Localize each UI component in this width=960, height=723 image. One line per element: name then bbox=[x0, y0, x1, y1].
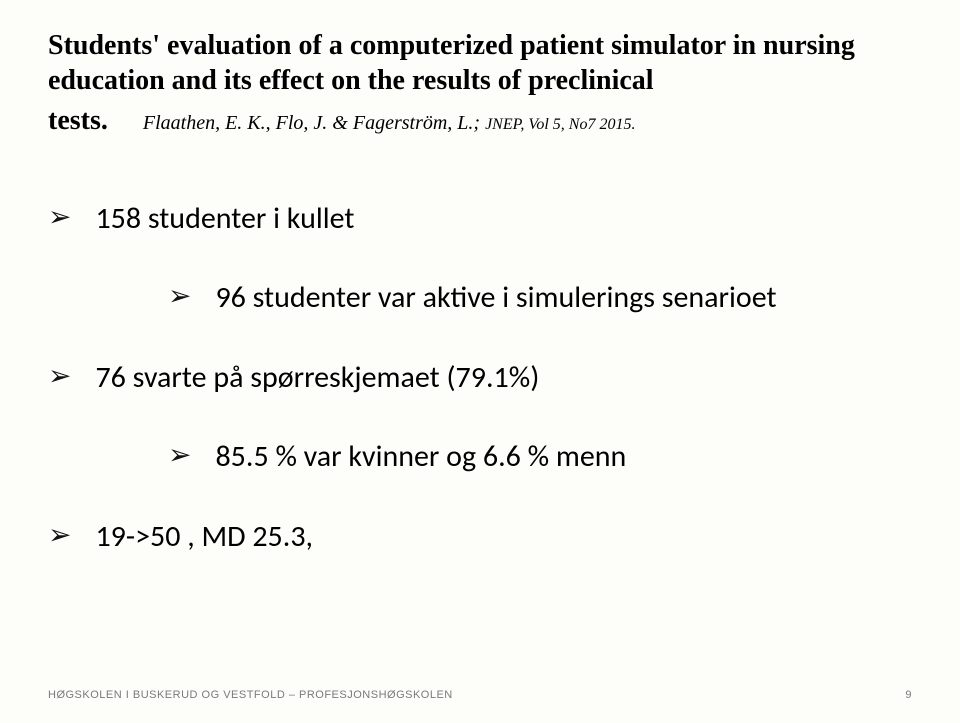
authors-text: Flaathen, E. K., Flo, J. & Fagerström, L… bbox=[143, 112, 480, 134]
slide-authors-line: tests. Flaathen, E. K., Flo, J. & Fagers… bbox=[48, 102, 912, 140]
footer-org: HØGSKOLEN I BUSKERUD OG VESTFOLD – PROFE… bbox=[48, 689, 453, 701]
slide-footer: HØGSKOLEN I BUSKERUD OG VESTFOLD – PROFE… bbox=[48, 689, 912, 701]
bullet-text: 85.5 % var kvinner og 6.6 % menn bbox=[215, 438, 626, 476]
bullet-item: ➢ 158 studenter i kullet bbox=[48, 200, 912, 238]
bullet-text: 96 studenter var aktive i simulerings se… bbox=[215, 279, 776, 317]
bullet-item: ➢ 96 studenter var aktive i simulerings … bbox=[168, 279, 912, 317]
bullet-item: ➢ 76 svarte på spørreskjemaet (79.1%) bbox=[48, 359, 912, 397]
citation: JNEP, Vol 5, No7 2015. bbox=[485, 116, 635, 133]
bullet-text: 158 studenter i kullet bbox=[95, 200, 354, 238]
footer-page-number: 9 bbox=[905, 689, 912, 701]
bullet-list: ➢ 158 studenter i kullet ➢ 96 studenter … bbox=[48, 200, 912, 556]
slide-title: Students' evaluation of a computerized p… bbox=[48, 28, 912, 98]
bullet-text: 76 svarte på spørreskjemaet (79.1%) bbox=[95, 359, 539, 397]
slide: Students' evaluation of a computerized p… bbox=[0, 0, 960, 723]
bullet-item: ➢ 85.5 % var kvinner og 6.6 % menn bbox=[168, 438, 912, 476]
chevron-right-icon: ➢ bbox=[48, 518, 71, 552]
chevron-right-icon: ➢ bbox=[168, 279, 191, 313]
chevron-right-icon: ➢ bbox=[48, 200, 71, 234]
chevron-right-icon: ➢ bbox=[168, 438, 191, 472]
bullet-text: 19->50 , MD 25.3, bbox=[95, 518, 313, 556]
chevron-right-icon: ➢ bbox=[48, 359, 71, 393]
bullet-item: ➢ 19->50 , MD 25.3, bbox=[48, 518, 912, 556]
tests-label: tests. bbox=[48, 105, 108, 136]
